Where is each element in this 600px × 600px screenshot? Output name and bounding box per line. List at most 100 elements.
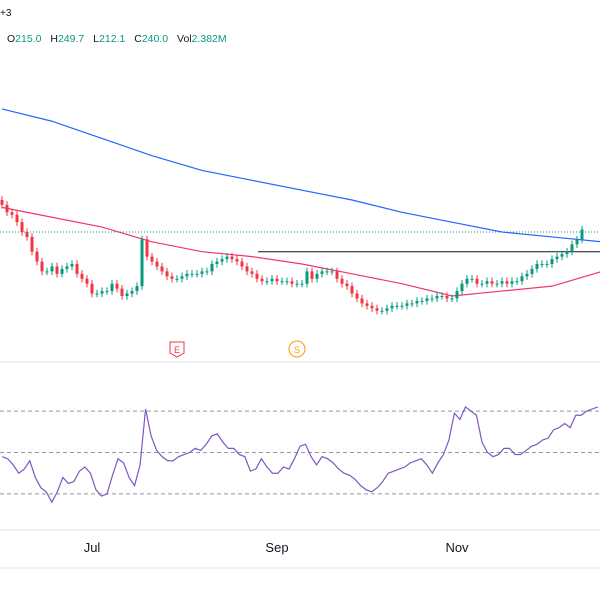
candle: [80, 273, 84, 279]
ohlc-legend: O215.0 H249.7 L212.1 C240.0 Vol2.382M: [7, 33, 233, 45]
open-value: 215.0: [15, 33, 42, 45]
candle: [215, 261, 219, 264]
candle: [50, 266, 54, 272]
candle: [70, 264, 74, 267]
candle: [65, 266, 69, 269]
candle: [245, 266, 249, 272]
candle: [290, 281, 294, 284]
candle: [470, 278, 474, 280]
candle: [130, 291, 134, 294]
earnings-event-icon[interactable]: [169, 341, 185, 358]
low-label: L: [93, 33, 100, 45]
candle: [185, 273, 189, 277]
candle: [405, 303, 409, 306]
candle: [400, 305, 404, 307]
candle: [310, 271, 314, 279]
candle: [205, 271, 209, 273]
candle: [240, 261, 244, 267]
low-value: 212.1: [99, 33, 126, 45]
candle: [265, 281, 269, 283]
candle: [510, 281, 514, 284]
candle: [370, 305, 374, 309]
candle: [380, 310, 384, 312]
rsi-line: [1, 405, 599, 504]
candle: [260, 278, 264, 282]
candle: [570, 244, 574, 252]
candle: [305, 271, 309, 284]
candle: [540, 264, 544, 265]
x-tick-label: Nov: [445, 540, 469, 555]
event-symbol: E: [174, 345, 180, 355]
candle: [465, 278, 469, 284]
close-value: 240.0: [141, 33, 169, 45]
candle: [75, 264, 79, 274]
candle: [450, 298, 454, 300]
candle: [5, 204, 9, 213]
candle: [275, 278, 279, 282]
candle: [345, 283, 349, 287]
candle: [255, 273, 259, 279]
candle: [340, 278, 344, 284]
candle: [425, 298, 429, 301]
candle: [545, 264, 549, 265]
candle: [300, 283, 304, 285]
candle: [105, 291, 109, 293]
moving-average-short-line: [1, 206, 600, 297]
candle: [280, 281, 284, 283]
x-tick-label: Jul: [84, 540, 101, 555]
candle: [220, 259, 224, 262]
candle: [445, 296, 449, 299]
symbol-note: +3: [0, 8, 12, 19]
candle: [110, 283, 114, 292]
candle: [490, 281, 494, 284]
candle: [415, 300, 419, 304]
candle: [395, 305, 399, 307]
candle: [325, 271, 329, 273]
candle: [560, 254, 564, 257]
candle: [85, 278, 89, 284]
candle: [420, 300, 424, 302]
candle: [440, 296, 444, 297]
candle: [520, 276, 524, 282]
candle: [90, 283, 94, 294]
candle: [575, 239, 579, 245]
candle: [35, 251, 39, 262]
split-event-icon[interactable]: [288, 340, 306, 358]
candle: [580, 229, 584, 240]
candle: [10, 212, 14, 215]
volume-value: 2.382M: [191, 33, 227, 45]
candle: [355, 293, 359, 299]
candle: [270, 278, 274, 282]
candle: [235, 259, 239, 262]
candle: [535, 264, 539, 269]
candle: [285, 281, 289, 283]
candle: [165, 271, 169, 277]
close-label: C: [134, 33, 142, 45]
candle: [145, 239, 149, 257]
candle: [250, 271, 254, 274]
candle: [330, 271, 334, 273]
candle: [320, 271, 324, 274]
candle: [40, 261, 44, 272]
high-value: 249.7: [57, 33, 85, 45]
candle: [200, 271, 204, 274]
candle: [335, 271, 339, 279]
candle: [170, 276, 174, 279]
candle: [500, 281, 504, 284]
candle: [530, 268, 534, 274]
candle: [410, 303, 414, 305]
candle: [230, 256, 234, 260]
candle: [120, 288, 124, 296]
high-label: H: [50, 33, 58, 45]
open-label: O: [7, 33, 16, 45]
candle: [155, 261, 159, 267]
candle: [495, 283, 499, 285]
candle: [550, 259, 554, 264]
candle: [175, 278, 179, 280]
candle: [30, 236, 34, 252]
candle: [225, 256, 229, 260]
candle: [430, 298, 434, 300]
candle: [390, 305, 394, 309]
event-symbol: S: [294, 345, 300, 355]
